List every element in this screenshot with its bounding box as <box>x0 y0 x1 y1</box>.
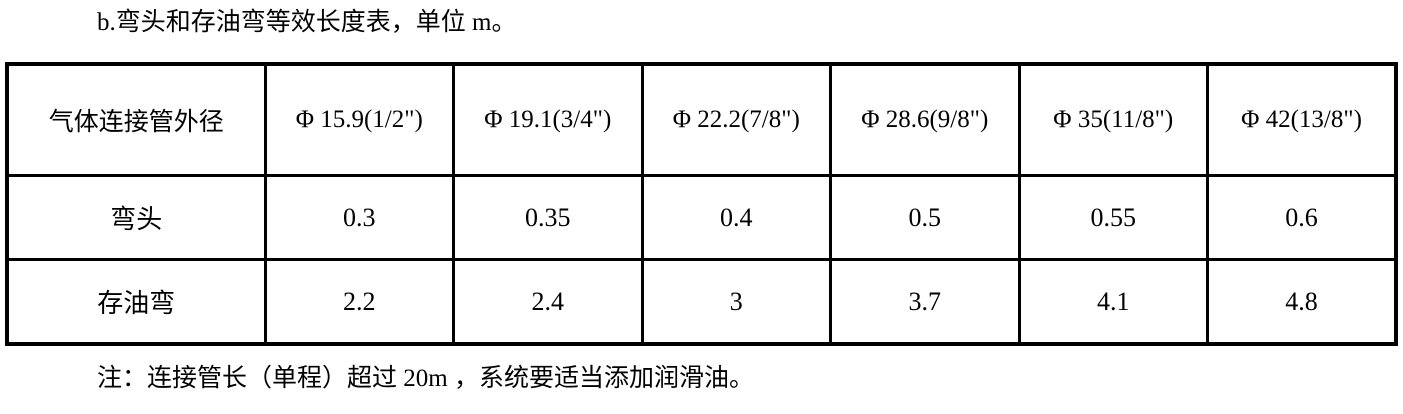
table-cell: 0.35 <box>452 174 644 261</box>
table-cell: 2.2 <box>263 258 455 346</box>
row-label-cell: 存油弯 <box>5 258 267 346</box>
table-row-oil-trap: 存油弯 2.2 2.4 3 3.7 4.1 4.8 <box>5 258 1398 346</box>
table-cell: 0.3 <box>263 174 455 261</box>
column-header-cell: Φ 15.9(1/2") <box>263 62 455 177</box>
table-cell: 0.5 <box>829 174 1021 261</box>
table-cell: 0.6 <box>1206 174 1398 261</box>
table-cell: 0.4 <box>640 174 832 261</box>
table-header-row: 气体连接管外径 Φ 15.9(1/2") Φ 19.1(3/4") Φ 22.2… <box>5 62 1398 177</box>
section-title: b.弯头和存油弯等效长度表，单位 m。 <box>97 9 517 36</box>
table-cell: 3.7 <box>829 258 1021 346</box>
column-header-cell: Φ 35(11/8") <box>1017 62 1209 177</box>
table-cell: 4.1 <box>1017 258 1209 346</box>
equivalent-length-table: 气体连接管外径 Φ 15.9(1/2") Φ 19.1(3/4") Φ 22.2… <box>5 62 1398 346</box>
column-header-cell: Φ 42(13/8") <box>1206 62 1398 177</box>
table-cell: 0.55 <box>1017 174 1209 261</box>
corner-header-cell: 气体连接管外径 <box>5 62 267 177</box>
footnote: 注：连接管长（单程）超过 20m ，系统要适当添加润滑油。 <box>97 365 754 392</box>
row-label-cell: 弯头 <box>5 174 267 261</box>
column-header-cell: Φ 22.2(7/8") <box>640 62 832 177</box>
column-header-cell: Φ 19.1(3/4") <box>452 62 644 177</box>
table-row-elbow: 弯头 0.3 0.35 0.4 0.5 0.55 0.6 <box>5 174 1398 261</box>
table-cell: 2.4 <box>452 258 644 346</box>
table-cell: 3 <box>640 258 832 346</box>
table-cell: 4.8 <box>1206 258 1398 346</box>
column-header-cell: Φ 28.6(9/8") <box>829 62 1021 177</box>
